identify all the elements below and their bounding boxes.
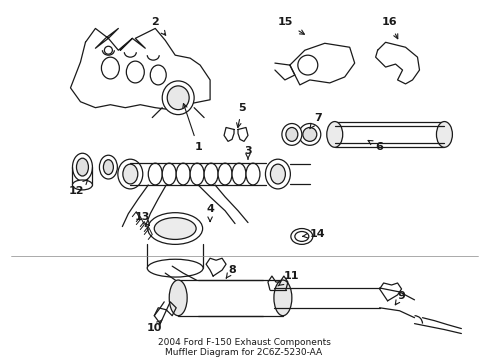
Text: 9: 9 [394, 291, 405, 305]
Ellipse shape [72, 180, 92, 190]
Text: 6: 6 [367, 140, 383, 152]
Ellipse shape [181, 283, 199, 297]
Ellipse shape [326, 122, 342, 147]
Ellipse shape [147, 259, 203, 277]
Ellipse shape [436, 122, 451, 147]
Bar [178, 280, 283, 316]
Text: 14: 14 [302, 229, 325, 239]
Ellipse shape [176, 163, 190, 185]
Ellipse shape [298, 123, 320, 145]
Text: 2: 2 [151, 18, 165, 35]
Ellipse shape [76, 158, 88, 176]
Bar [334, 122, 444, 147]
Ellipse shape [245, 163, 260, 185]
Text: 16: 16 [381, 18, 397, 39]
Text: 4: 4 [206, 204, 214, 221]
Ellipse shape [190, 163, 203, 185]
Ellipse shape [126, 61, 144, 83]
Text: 15: 15 [277, 18, 304, 34]
Ellipse shape [162, 81, 194, 114]
Ellipse shape [281, 123, 301, 145]
Ellipse shape [218, 163, 232, 185]
Text: 7: 7 [309, 113, 321, 129]
Ellipse shape [104, 46, 112, 54]
Ellipse shape [203, 163, 218, 185]
Text: 5: 5 [236, 103, 245, 127]
Text: 11: 11 [277, 271, 299, 286]
Ellipse shape [232, 163, 245, 185]
Text: 13: 13 [134, 212, 150, 226]
Ellipse shape [101, 57, 119, 79]
Ellipse shape [302, 127, 316, 141]
Ellipse shape [270, 164, 285, 184]
Ellipse shape [265, 159, 290, 189]
Ellipse shape [148, 163, 162, 185]
Ellipse shape [169, 280, 187, 316]
Text: 10: 10 [146, 320, 162, 333]
Ellipse shape [162, 163, 176, 185]
Text: 2004 Ford F-150 Exhaust Components
Muffler Diagram for 2C6Z-5230-AA: 2004 Ford F-150 Exhaust Components Muffl… [157, 338, 330, 357]
Ellipse shape [154, 218, 196, 239]
Ellipse shape [118, 159, 142, 189]
Text: 1: 1 [183, 104, 202, 152]
Ellipse shape [103, 160, 113, 175]
Ellipse shape [294, 231, 308, 242]
Ellipse shape [72, 153, 92, 181]
Ellipse shape [273, 280, 291, 316]
Ellipse shape [150, 65, 166, 85]
Ellipse shape [99, 155, 117, 179]
Ellipse shape [122, 164, 138, 184]
Ellipse shape [167, 86, 189, 110]
Text: 8: 8 [226, 265, 235, 278]
Text: 12: 12 [69, 180, 87, 196]
Ellipse shape [285, 127, 297, 141]
Text: 3: 3 [244, 146, 251, 159]
Ellipse shape [147, 213, 202, 244]
Ellipse shape [290, 229, 312, 244]
